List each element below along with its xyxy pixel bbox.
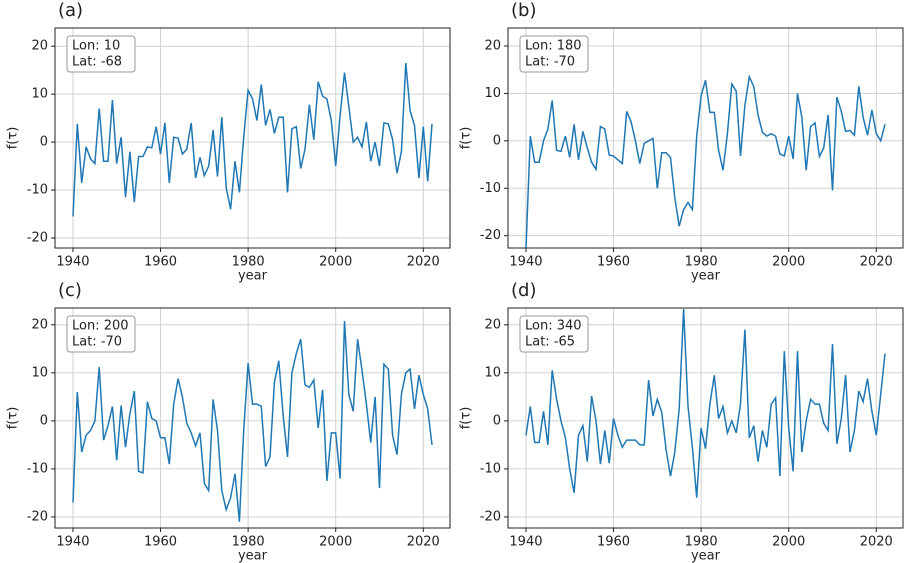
y-tick-label: -20 [27,509,48,524]
y-tick-label: -10 [27,183,48,198]
axes-frame [54,27,451,249]
y-axis-label: f(τ) [6,127,21,150]
x-axis-label: year [691,549,721,563]
x-axis-label: year [691,269,721,284]
annotation-box [66,315,136,353]
y-tick-label: -20 [27,230,48,245]
annotation-text: Lon: 200 [72,319,129,334]
x-tick-label: 2020 [860,255,893,270]
annotation-box [519,35,589,73]
y-axis-label: f(τ) [459,407,474,430]
x-tick-label: 1980 [232,535,265,550]
subplot: -20 -10 0 10 20 1940 1960 1980 2000 2020 year f(τ) (… [6,0,451,284]
x-tick-label: 2000 [319,535,352,550]
annotation-text: Lon: 340 [525,319,582,334]
x-tick-label: 1980 [685,255,718,270]
x-tick-label: 1980 [232,255,265,270]
annotation-text: Lat: -70 [72,335,122,350]
subplot: -20 -10 0 10 20 1940 1960 1980 2000 2020 year f(τ) (… [459,280,904,563]
x-tick-label: 1940 [509,535,542,550]
x-tick-label: 1940 [56,535,89,550]
panel-label: (b) [511,0,536,21]
panel-label: (c) [58,280,82,301]
y-tick-label: -10 [480,181,501,196]
axes-frame [507,27,904,249]
subplot: -20 -10 0 10 20 1940 1960 1980 2000 2020 year f(τ) (… [459,0,904,284]
x-tick-label: 1960 [144,535,177,550]
subplot: -20 -10 0 10 20 1940 1960 1980 2000 2020 year f(τ) (… [6,280,451,563]
annotation-text: Lon: 10 [72,39,120,54]
x-tick-label: 2000 [772,535,805,550]
data-line [72,320,433,522]
x-tick-label: 1940 [509,255,542,270]
y-tick-label: 20 [31,39,48,54]
x-tick-label: 1960 [144,255,177,270]
y-tick-label: 10 [31,365,48,380]
annotation-text: Lat: -68 [72,55,122,70]
y-tick-label: 0 [493,133,501,148]
y-tick-label: 20 [31,317,48,332]
y-tick-label: 20 [484,317,501,332]
y-tick-label: 0 [40,413,48,428]
x-tick-label: 1960 [597,255,630,270]
annotation-text: Lat: -65 [525,335,575,350]
x-tick-label: 2020 [407,535,440,550]
axes-frame [54,307,451,529]
data-line [525,308,886,498]
annotation-text: Lon: 180 [525,39,582,54]
annotation-text: Lat: -70 [525,55,575,70]
data-line [72,62,433,217]
x-axis-label: year [238,269,268,284]
y-tick-label: 10 [484,86,501,101]
x-tick-label: 1980 [685,535,718,550]
y-axis-label: f(τ) [459,127,474,150]
annotation-box [66,35,136,73]
y-tick-label: 10 [484,365,501,380]
annotation-box [519,315,589,353]
x-tick-label: 2020 [860,535,893,550]
y-tick-label: 10 [31,87,48,102]
y-tick-label: -20 [480,509,501,524]
x-tick-label: 1940 [56,255,89,270]
y-tick-label: -10 [480,461,501,476]
x-tick-label: 2000 [772,255,805,270]
panel-label: (d) [511,280,536,301]
axes-frame [507,307,904,529]
x-axis-label: year [238,549,268,563]
x-tick-label: 2020 [407,255,440,270]
data-line [525,74,886,249]
panel-label: (a) [58,0,83,21]
y-tick-label: -20 [480,228,501,243]
y-tick-label: 20 [484,39,501,54]
y-tick-label: 0 [493,413,501,428]
y-tick-label: 0 [40,135,48,150]
x-tick-label: 2000 [319,255,352,270]
y-axis-label: f(τ) [6,407,21,430]
x-tick-label: 1960 [597,535,630,550]
y-tick-label: -10 [27,461,48,476]
